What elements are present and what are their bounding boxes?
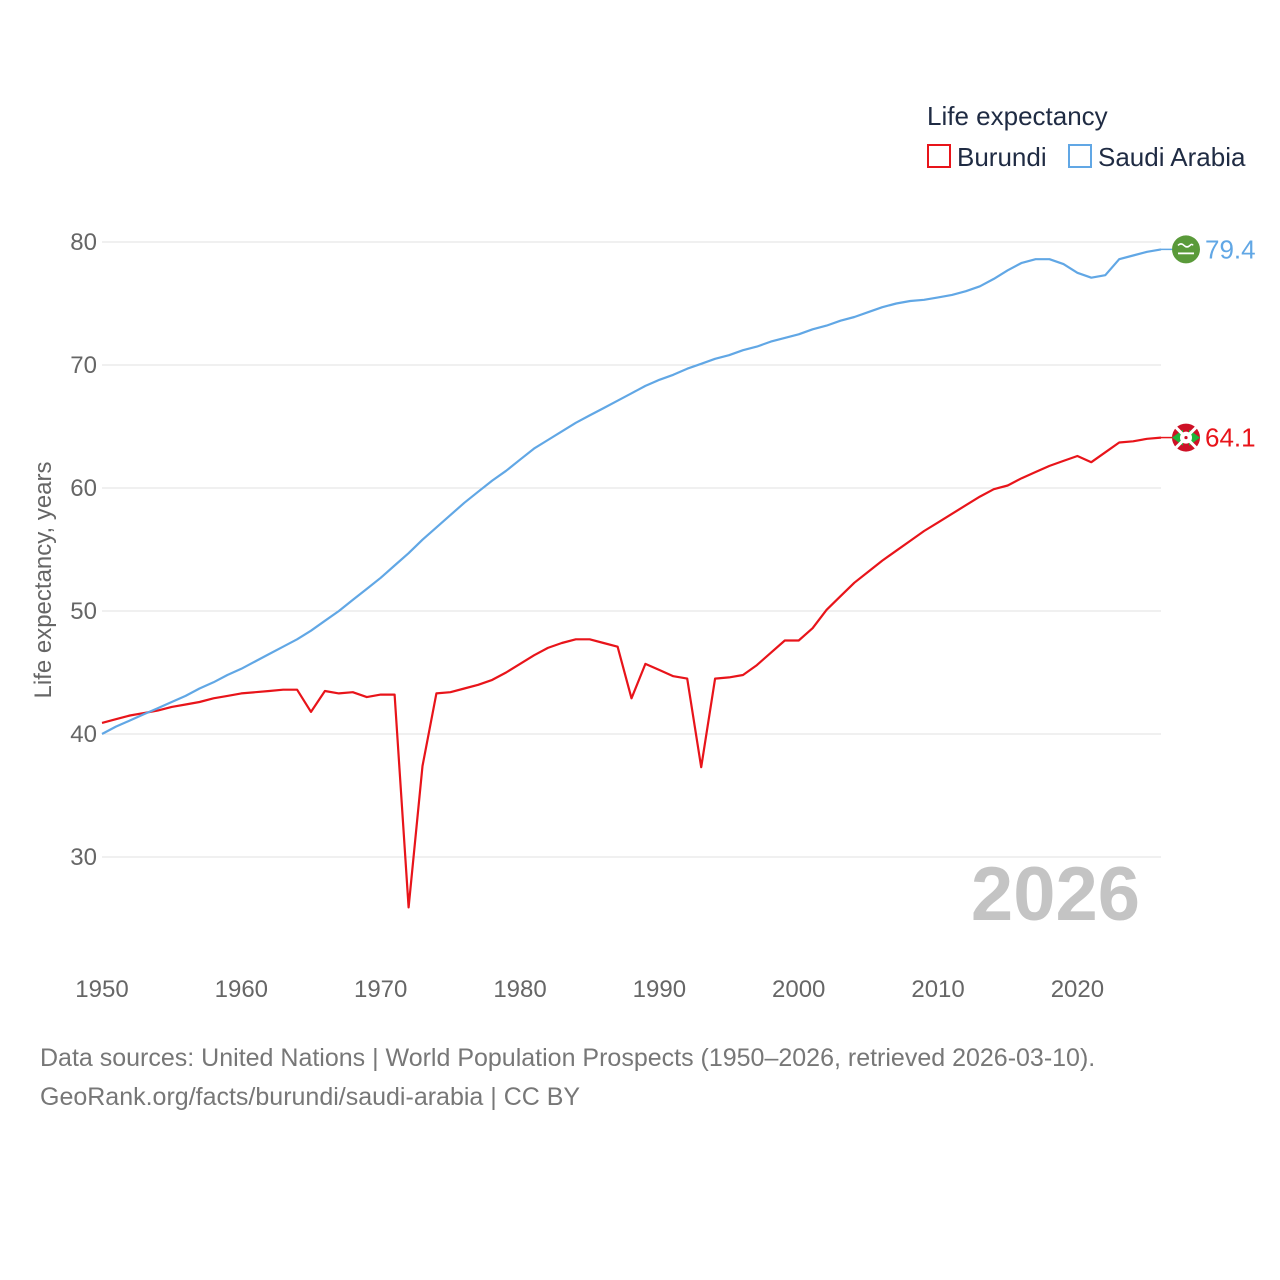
x-tick-label: 1990 xyxy=(633,976,686,1003)
series-endpoints: 64.1 79.4 xyxy=(1161,234,1256,453)
legend: Life expectancy Burundi Saudi Arabia xyxy=(927,101,1246,172)
legend-label-saudi-arabia: Saudi Arabia xyxy=(1098,142,1246,172)
series-line-saudi-arabia[interactable] xyxy=(101,248,1162,735)
x-tick-label: 1960 xyxy=(215,976,268,1003)
y-tick-label: 40 xyxy=(70,721,97,748)
x-tick-label: 2000 xyxy=(772,976,825,1003)
x-tick-label: 1970 xyxy=(354,976,407,1003)
y-tick-label: 50 xyxy=(70,598,97,625)
series-line-burundi[interactable] xyxy=(101,436,1162,909)
y-tick-label: 60 xyxy=(70,475,97,502)
legend-item-burundi[interactable]: Burundi xyxy=(927,142,1047,172)
series-lines xyxy=(101,248,1162,909)
attribution-link[interactable]: GeoRank.org/facts/burundi/saudi-arabia |… xyxy=(40,1083,581,1111)
y-axis-ticks: 30 40 50 60 70 80 xyxy=(70,229,97,871)
legend-swatch-burundi xyxy=(927,144,951,168)
legend-label-burundi: Burundi xyxy=(957,142,1047,172)
legend-swatch-saudi-arabia xyxy=(1068,144,1092,168)
y-tick-label: 80 xyxy=(70,229,97,256)
x-tick-label: 2020 xyxy=(1051,976,1104,1003)
y-axis-label: Life expectancy, years xyxy=(30,461,57,698)
legend-item-saudi-arabia[interactable]: Saudi Arabia xyxy=(1068,142,1246,172)
x-tick-label: 2010 xyxy=(911,976,964,1003)
end-value-label-burundi: 64.1 xyxy=(1205,423,1256,453)
end-value-label-saudi-arabia: 79.4 xyxy=(1205,234,1256,264)
y-tick-label: 70 xyxy=(70,352,97,379)
x-tick-label: 1980 xyxy=(493,976,546,1003)
legend-title: Life expectancy xyxy=(927,101,1108,131)
current-year-label: 2026 xyxy=(971,852,1140,937)
x-axis-ticks: 1950 1960 1970 1980 1990 2000 2010 2020 xyxy=(75,976,1104,1003)
saudi-arabia-flag-icon xyxy=(1172,235,1200,264)
x-tick-label: 1950 xyxy=(75,976,128,1003)
gridlines xyxy=(102,241,1161,858)
y-tick-label: 30 xyxy=(70,844,97,871)
burundi-flag-icon xyxy=(1172,423,1200,452)
data-source-note: Data sources: United Nations | World Pop… xyxy=(40,1044,1096,1072)
